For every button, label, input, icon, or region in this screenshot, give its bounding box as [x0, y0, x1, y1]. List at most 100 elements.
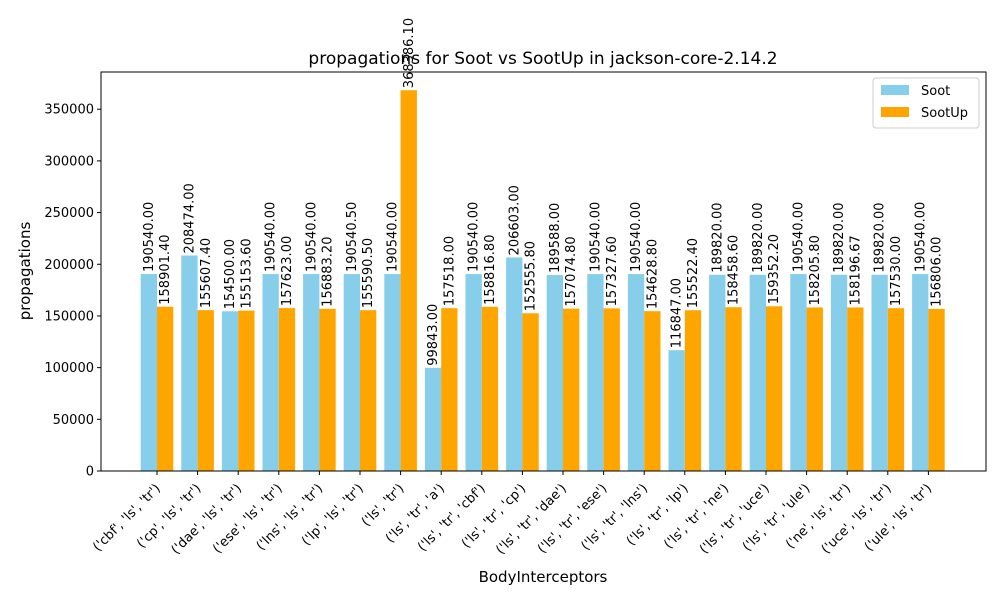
bar-soot	[627, 274, 645, 471]
data-label-sootup: 155153.60	[239, 238, 254, 308]
data-label-sootup: 157623.00	[280, 236, 295, 306]
data-label-soot: 190540.00	[264, 202, 279, 272]
x-tick-label: ('cbf', 'ls', 'tr')	[90, 481, 163, 554]
data-label-soot: 190540.00	[791, 202, 806, 272]
data-label-sootup: 158901.40	[158, 234, 173, 304]
bar-soot	[790, 274, 807, 471]
bar-soot	[668, 350, 685, 471]
bar-sootup	[806, 307, 823, 471]
data-label-soot: 190540.00	[142, 202, 157, 272]
bar-sootup	[319, 308, 336, 471]
data-label-soot: 189820.00	[751, 202, 766, 272]
data-label-soot: 190540.00	[304, 202, 319, 272]
legend-swatch-sootup	[881, 107, 909, 117]
legend-label-sootup: SootUp	[921, 106, 968, 121]
bar-sootup	[278, 308, 296, 471]
data-label-soot: 99843.00	[426, 304, 441, 366]
bar-soot	[830, 274, 848, 471]
bar-soot	[709, 274, 726, 471]
y-tick-label: 200000	[44, 258, 94, 273]
data-label-soot: 189820.00	[832, 202, 847, 272]
legend-swatch-soot	[881, 85, 909, 95]
x-tick-label: ('ls', 'tr', 'dae')	[493, 481, 569, 557]
bar-sootup	[400, 90, 417, 471]
y-axis: 0 50000 100000 150000 200000 250000 300000 3500…	[44, 103, 101, 480]
data-label-sootup: 155522.40	[686, 238, 701, 308]
data-label-sootup: 154628.80	[645, 239, 660, 309]
plot-frame	[100, 71, 987, 472]
y-tick-label: 300000	[44, 154, 94, 169]
data-label-sootup: 156883.20	[321, 237, 336, 307]
bar-sootup	[887, 308, 905, 471]
bar-soot	[140, 274, 157, 471]
x-tick-label: ('dae', 'ls', 'tr')	[169, 481, 245, 557]
data-label-soot: 116847.00	[670, 278, 685, 348]
bar-sootup	[522, 313, 539, 471]
data-label-soot: 154500.00	[223, 239, 238, 309]
y-tick-label: 100000	[44, 361, 94, 376]
y-tick-label: 350000	[44, 103, 94, 118]
data-label-soot: 190540.50	[345, 202, 360, 272]
data-label-soot: 189820.00	[710, 202, 725, 272]
bar-soot	[303, 274, 320, 471]
data-label-soot: 208474.00	[182, 183, 197, 253]
data-label-sootup: 368386.10	[402, 18, 417, 88]
bar-sootup	[197, 310, 214, 471]
data-label-soot: 190540.00	[588, 202, 603, 272]
bar-sootup	[766, 306, 783, 471]
bar-soot	[343, 274, 360, 471]
data-label-sootup: 157327.60	[605, 236, 620, 306]
bar-sootup	[238, 310, 255, 471]
data-label-soot: 190540.00	[385, 202, 400, 272]
legend-label-soot: Soot	[921, 84, 950, 99]
data-label-sootup: 158196.67	[848, 235, 863, 305]
x-tick-label: ('ls', 'tr', 'uce')	[697, 481, 773, 557]
bar-soot	[587, 274, 604, 471]
data-label-sootup: 159352.20	[767, 234, 782, 304]
x-tick-label: ('uce', 'ls', 'tr')	[819, 481, 895, 557]
data-label-sootup: 157074.80	[564, 236, 579, 306]
y-tick-label: 0	[86, 465, 94, 480]
x-tick-label: ('ls', 'tr', 'ese')	[535, 481, 610, 556]
bar-soot	[912, 274, 929, 471]
bar-soot	[465, 274, 482, 471]
data-label-sootup: 157518.00	[442, 236, 457, 306]
bar-soot	[546, 275, 563, 471]
y-tick-label: 150000	[44, 309, 94, 324]
data-label-soot: 189588.00	[548, 203, 563, 273]
bar-soot	[221, 311, 239, 471]
bars-layer	[140, 90, 945, 471]
bar-soot	[506, 257, 523, 471]
y-tick-label: 250000	[44, 206, 94, 221]
bar-soot	[424, 367, 442, 471]
bar-sootup	[847, 307, 864, 471]
bar-sootup	[644, 311, 661, 471]
bar-soot	[871, 274, 888, 471]
data-label-sootup: 158458.60	[727, 235, 742, 305]
data-label-soot: 190540.00	[913, 202, 928, 272]
bar-soot	[384, 274, 401, 471]
y-axis-title: propagations	[16, 222, 34, 321]
data-label-sootup: 157530.00	[889, 236, 904, 306]
x-axis-title: BodyInterceptors	[479, 568, 608, 586]
data-label-soot: 190540.00	[467, 202, 482, 272]
bar-sootup	[481, 306, 499, 471]
bar-soot	[749, 274, 766, 471]
data-label-soot: 206603.00	[507, 185, 522, 255]
data-label-sootup: 158205.80	[808, 235, 823, 305]
y-tick-label: 50000	[53, 413, 94, 428]
data-label-soot: 189820.00	[873, 202, 888, 272]
data-label-sootup: 152555.80	[524, 241, 539, 311]
bar-soot	[262, 274, 279, 471]
data-label-soot: 190540.00	[629, 202, 644, 272]
x-axis: ('cbf', 'ls', 'tr')('cp', 'ls', 'tr')('d…	[90, 471, 935, 558]
bar-sootup	[725, 307, 742, 471]
bar-sootup	[603, 308, 620, 471]
bar-sootup	[684, 310, 702, 471]
x-tick-label: ('ese', 'ls', 'tr')	[210, 481, 285, 556]
bar-sootup	[157, 306, 174, 471]
data-label-sootup: 158816.80	[483, 235, 498, 305]
chart-title: propagations for Soot vs SootUp in jacks…	[308, 49, 777, 69]
